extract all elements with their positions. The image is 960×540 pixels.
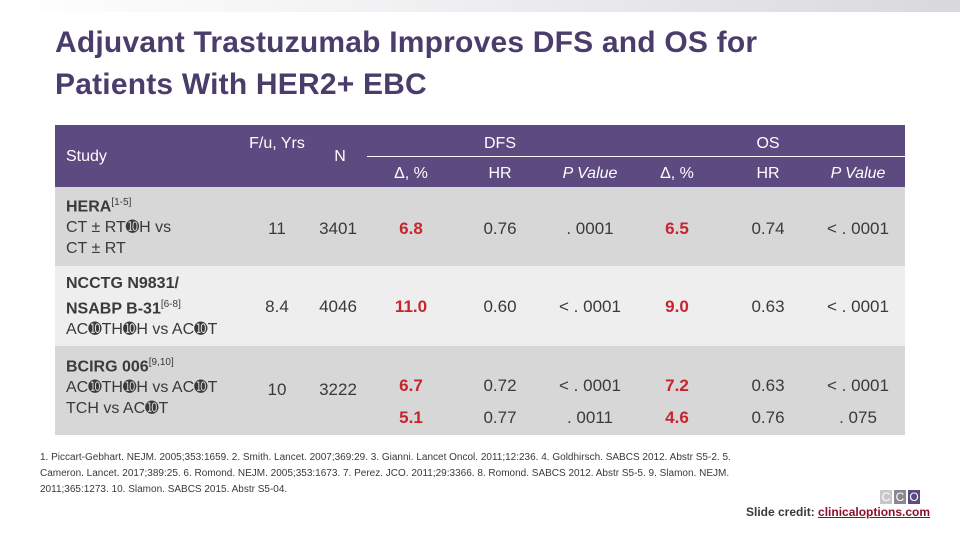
- study-regimen: CT ± RT➓H vs: [66, 219, 172, 237]
- table-header: Study F/u, Yrs N DFS OS Δ, % HR P Value …: [55, 125, 907, 187]
- fu-value: 10: [267, 380, 287, 399]
- table-row: HERA[1-5] CT ± RT➓H vs CT ± RT 11 3401 6…: [55, 187, 905, 266]
- header-n: N: [334, 148, 346, 165]
- study-cell: NCCTG N9831/ NSABP B-31[6-8] AC➓TH➓H vs …: [66, 273, 217, 340]
- n-value: 3401: [319, 219, 357, 238]
- dfs-delta-value: 6.7: [399, 376, 423, 395]
- study-regimen: TCH vs AC➓T: [66, 400, 169, 418]
- credit-label: Slide credit:: [746, 505, 819, 519]
- header-os-pvalue: P Value: [830, 165, 886, 182]
- table-row: NCCTG N9831/ NSABP B-31[6-8] AC➓TH➓H vs …: [55, 266, 905, 346]
- study-regimen: CT ± RT: [66, 240, 126, 258]
- header-fu: F/u, Yrs: [249, 135, 305, 152]
- study-reference: [1-5]: [111, 197, 132, 208]
- logo-letter: O: [908, 490, 920, 504]
- study-cell: BCIRG 006[9,10] AC➓TH➓H vs AC➓T TCH vs A…: [66, 352, 217, 419]
- dfs-pvalue: . 0001: [566, 219, 614, 238]
- logo-letter: C: [880, 490, 892, 504]
- header-divider: [367, 156, 907, 157]
- dfs-pvalue: < . 0001: [559, 376, 621, 395]
- dfs-hr-value: 0.72: [483, 376, 517, 395]
- os-pvalue: < . 0001: [827, 297, 889, 316]
- study-name: NCCTG N9831/: [66, 275, 179, 292]
- slide-title: Adjuvant Trastuzumab Improves DFS and OS…: [55, 26, 758, 101]
- study-cell: HERA[1-5] CT ± RT➓H vs CT ± RT: [66, 192, 171, 259]
- results-table: Study F/u, Yrs N DFS OS Δ, % HR P Value …: [55, 125, 907, 435]
- credit-link[interactable]: clinicaloptions.com: [818, 505, 931, 519]
- os-delta-value: 6.5: [665, 219, 689, 238]
- dfs-delta-value: 6.8: [399, 219, 423, 238]
- header-dfs-delta: Δ, %: [394, 165, 428, 182]
- os-pvalue: < . 0001: [827, 376, 889, 395]
- dfs-pvalue: . 0011: [566, 408, 613, 427]
- dfs-delta-value: 11.0: [394, 297, 428, 316]
- os-pvalue: < . 0001: [827, 219, 889, 238]
- os-delta-value: 4.6: [665, 408, 689, 427]
- table-row: BCIRG 006[9,10] AC➓TH➓H vs AC➓T TCH vs A…: [55, 346, 905, 435]
- study-reference: [6-8]: [160, 299, 181, 310]
- study-regimen: AC➓TH➓H vs AC➓T: [66, 379, 218, 397]
- n-value: 4046: [319, 297, 357, 316]
- slide-credit: Slide credit: clinicaloptions.com: [746, 505, 930, 519]
- header-dfs-hr: HR: [488, 165, 512, 182]
- fu-value: 11: [268, 219, 286, 238]
- dfs-hr-value: 0.77: [483, 408, 517, 427]
- study-name: BCIRG 006: [66, 358, 149, 376]
- top-gradient-bar: [0, 0, 960, 12]
- fu-value: 8.4: [265, 297, 289, 316]
- os-hr-value: 0.63: [751, 297, 785, 316]
- os-delta-value: 9.0: [665, 297, 689, 316]
- references-footnote: 1. Piccart-Gebhart. NEJM. 2005;353:1659.…: [40, 452, 731, 495]
- study-name-line2: NSABP B-31: [66, 300, 161, 318]
- logo-letter: C: [894, 490, 906, 504]
- dfs-pvalue: < . 0001: [559, 297, 621, 316]
- header-dfs: DFS: [484, 135, 516, 152]
- study-reference: [9,10]: [148, 357, 174, 368]
- header-study: Study: [66, 148, 107, 165]
- header-os: OS: [756, 135, 780, 152]
- header-dfs-pvalue: P Value: [562, 165, 618, 182]
- os-hr-value: 0.74: [751, 219, 785, 238]
- os-delta-value: 7.2: [665, 376, 689, 395]
- study-regimen: AC➓TH➓H vs AC➓T: [66, 321, 218, 339]
- header-os-hr: HR: [756, 165, 780, 182]
- header-os-delta: Δ, %: [660, 165, 694, 182]
- study-name: HERA: [66, 198, 112, 216]
- os-hr-value: 0.63: [751, 376, 785, 395]
- os-pvalue: . 075: [839, 408, 877, 427]
- n-value: 3222: [319, 380, 357, 399]
- dfs-hr-value: 0.60: [483, 297, 517, 316]
- dfs-hr-value: 0.76: [483, 219, 517, 238]
- os-hr-value: 0.76: [751, 408, 785, 427]
- dfs-delta-value: 5.1: [399, 408, 423, 427]
